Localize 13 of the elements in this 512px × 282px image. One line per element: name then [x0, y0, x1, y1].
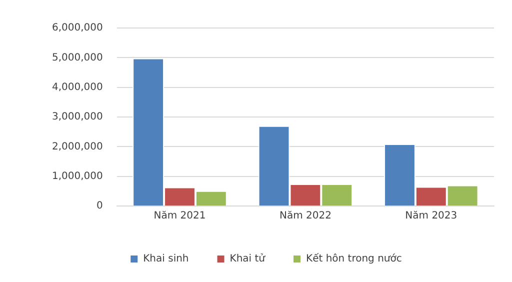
legend-label: Kết hôn trong nước — [306, 252, 402, 265]
y-tick-label: 6,000,000 — [52, 22, 103, 34]
x-tick-label: Năm 2022 — [279, 210, 332, 222]
x-tick-label: Năm 2023 — [405, 210, 458, 222]
legend-label: Khai tử — [230, 252, 266, 265]
y-tick-label: 3,000,000 — [52, 112, 103, 123]
legend-label: Khai sinh — [143, 254, 189, 265]
y-tick-label: 1,000,000 — [52, 170, 103, 182]
y-tick-label: 2,000,000 — [52, 141, 103, 152]
x-tick-label: Năm 2021 — [154, 210, 206, 222]
y-tick-label: 4,000,000 — [52, 82, 103, 93]
y-tick-label: 5,000,000 — [52, 52, 103, 64]
y-tick-label: 0 — [96, 200, 103, 212]
